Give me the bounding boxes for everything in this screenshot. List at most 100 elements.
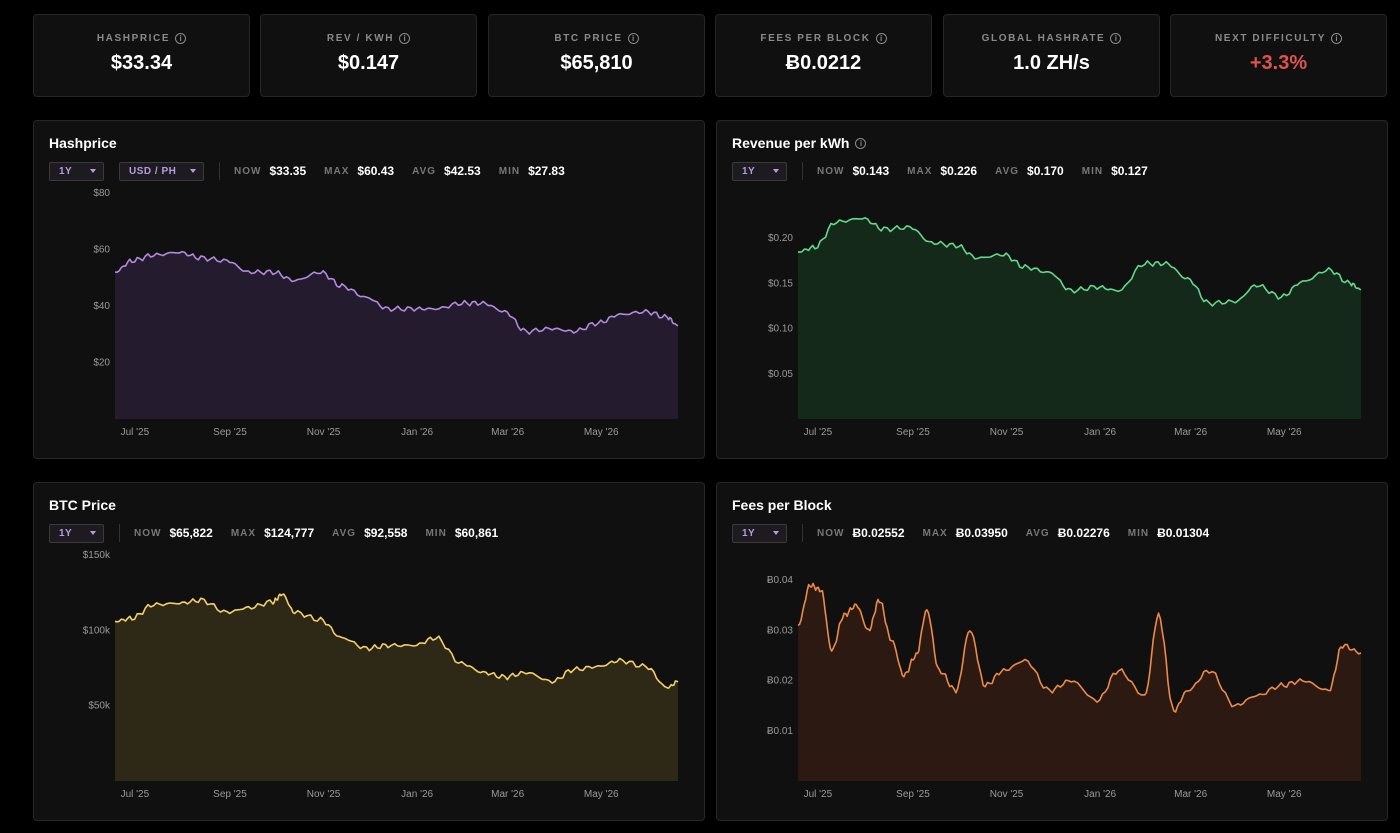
x-tick-label: Jul '25: [804, 427, 833, 438]
max-label: MAX: [230, 527, 257, 539]
x-tick-label: Nov '25: [990, 427, 1024, 438]
now-value: $0.143: [852, 164, 890, 178]
y-tick-label: $0.10: [768, 324, 793, 335]
range-select[interactable]: 1Y: [732, 523, 787, 543]
range-select[interactable]: 1Y: [49, 161, 104, 181]
divider: [802, 162, 803, 180]
now-label: NOW: [134, 527, 162, 539]
y-tick-label: $0.20: [768, 233, 793, 244]
x-tick-label: May '26: [584, 789, 619, 800]
max-value: $60.43: [357, 164, 395, 178]
x-tick-label: Jan '26: [1084, 427, 1116, 438]
now-value: $65,822: [169, 526, 213, 540]
chevron-down-icon: [190, 169, 196, 173]
stat-card-fees-per-block: FEES PER BLOCK i Ƀ0.0212: [715, 14, 932, 97]
max-label: MAX: [324, 165, 350, 177]
revenue-chart[interactable]: $0.05 $0.10 $0.15 $0.20 Jul '25 Sep '25 Nov '2…: [717, 121, 1389, 460]
x-tick-label: Mar '26: [491, 427, 524, 438]
x-tick-label: Sep '25: [213, 427, 247, 438]
divider: [802, 524, 803, 542]
x-tick-label: Jul '25: [804, 789, 833, 800]
y-tick-label: Ƀ0.02: [767, 676, 794, 687]
x-tick-label: Jan '26: [401, 789, 433, 800]
area-fill: [115, 251, 678, 419]
series-line: [114, 250, 679, 335]
chart-controls: 1Y NOW $65,822 MAX $124,777 AVG $92,558 MIN…: [49, 523, 516, 543]
btc-price-chart[interactable]: $50k $100k $150k Jul '25 Sep '25 Nov '25 Jan '…: [34, 483, 706, 822]
avg-value: $42.53: [444, 164, 481, 178]
revenue-panel: Revenue per kWh i 1Y NOW $0.143 MAX $0.226 …: [716, 120, 1388, 459]
max-value: $0.226: [940, 164, 978, 178]
stat-label: GLOBAL HASHRATE: [981, 33, 1106, 44]
now-label: NOW: [817, 527, 845, 539]
info-icon[interactable]: i: [627, 33, 639, 44]
now-value: Ƀ0.02552: [852, 526, 905, 540]
info-icon[interactable]: i: [1331, 33, 1343, 44]
area-fill: [115, 594, 678, 781]
now-label: NOW: [817, 165, 845, 177]
panel-title: Fees per Block: [732, 497, 832, 513]
max-label: MAX: [907, 165, 933, 177]
min-label: MIN: [1127, 527, 1150, 539]
stat-value: $0.147: [337, 52, 400, 74]
divider: [119, 524, 120, 542]
min-value: $27.83: [528, 164, 565, 178]
x-tick-label: Mar '26: [1174, 789, 1207, 800]
stat-value: 1.0 ZH/s: [1013, 52, 1090, 74]
stat-value: $65,810: [560, 52, 633, 74]
stat-label: NEXT DIFFICULTY: [1214, 33, 1327, 44]
panel-title: BTC Price: [49, 497, 116, 513]
stat-card-hashprice: HASHPRICE i $33.34: [33, 14, 250, 97]
stat-value: +3.3%: [1249, 52, 1308, 74]
chevron-down-icon: [773, 531, 779, 535]
stat-label: BTC PRICE: [554, 33, 623, 44]
min-value: $60,861: [454, 526, 499, 540]
x-tick-label: Jul '25: [121, 427, 150, 438]
x-tick-label: Jan '26: [401, 427, 433, 438]
info-icon[interactable]: i: [855, 137, 867, 149]
min-label: MIN: [425, 527, 447, 539]
stat-card-rev-kwh: REV / KWH i $0.147: [260, 14, 477, 97]
x-tick-label: Sep '25: [896, 789, 930, 800]
stat-label: FEES PER BLOCK: [760, 33, 871, 44]
range-select[interactable]: 1Y: [732, 161, 787, 181]
stat-card-global-hashrate: GLOBAL HASHRATE i 1.0 ZH/s: [943, 14, 1160, 97]
min-label: MIN: [498, 165, 521, 177]
area-fill: [798, 583, 1361, 781]
range-select[interactable]: 1Y: [49, 523, 104, 543]
min-label: MIN: [1081, 165, 1104, 177]
x-tick-label: May '26: [584, 427, 619, 438]
stat-card-btc-price: BTC PRICE i $65,810: [488, 14, 705, 97]
x-tick-label: Mar '26: [491, 789, 524, 800]
chevron-down-icon: [773, 169, 779, 173]
stat-label: REV / KWH: [326, 33, 395, 44]
info-icon[interactable]: i: [175, 33, 187, 44]
divider: [219, 162, 220, 180]
chevron-down-icon: [90, 531, 96, 535]
chart-controls: 1Y NOW $0.143 MAX $0.226 AVG $0.170 MIN $0.1…: [732, 161, 1166, 181]
info-icon[interactable]: i: [1110, 33, 1122, 44]
area-fill: [798, 217, 1361, 419]
x-tick-label: Nov '25: [307, 789, 341, 800]
hashprice-chart[interactable]: $20 $40 $60 $80 Jul '25 Sep '25 Nov '25 Jan '26…: [34, 121, 706, 460]
y-tick-label: $80: [93, 188, 110, 199]
stat-value: $33.34: [110, 52, 173, 74]
fees-chart[interactable]: Ƀ0.01 Ƀ0.02 Ƀ0.03 Ƀ0.04 Jul '25 Sep '25 Nov '2…: [717, 483, 1389, 822]
series-line: [114, 593, 679, 689]
stat-label: HASHPRICE: [96, 33, 171, 44]
y-tick-label: $20: [93, 358, 110, 369]
x-tick-label: May '26: [1267, 789, 1302, 800]
fees-panel: Fees per Block 1Y NOW Ƀ0.02552 MAX Ƀ0.0395…: [716, 482, 1388, 821]
y-tick-label: Ƀ0.01: [767, 726, 794, 737]
info-icon[interactable]: i: [399, 33, 411, 44]
unit-select[interactable]: USD / PH: [119, 161, 204, 181]
avg-value: $0.170: [1027, 164, 1064, 178]
x-tick-label: Nov '25: [307, 427, 341, 438]
series-line: [797, 582, 1362, 713]
avg-value: Ƀ0.02276: [1057, 526, 1110, 540]
stat-value: Ƀ0.0212: [785, 52, 862, 74]
stat-card-next-difficulty: NEXT DIFFICULTY i +3.3%: [1170, 14, 1387, 97]
avg-value: $92,558: [364, 526, 408, 540]
chevron-down-icon: [90, 169, 96, 173]
info-icon[interactable]: i: [875, 33, 887, 44]
